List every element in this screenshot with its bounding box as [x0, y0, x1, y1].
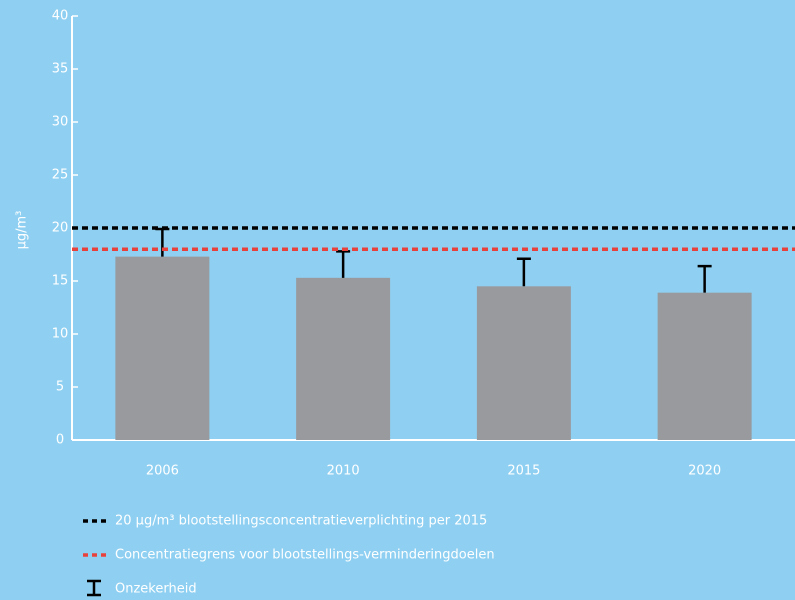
x-tick-label: 2006	[146, 464, 179, 479]
x-tick-label: 2015	[507, 464, 540, 479]
bar	[296, 277, 391, 440]
y-tick-label: 25	[52, 168, 69, 183]
x-tick-label: 2010	[327, 464, 360, 479]
error-bar	[336, 250, 351, 278]
legend-error-icon	[87, 579, 101, 597]
y-tick-label: 5	[56, 380, 64, 395]
legend-label: 20 µg/m³ blootstellingsconcentratieverpl…	[115, 514, 487, 529]
error-bar	[697, 264, 712, 293]
y-tick-label: 10	[52, 327, 69, 342]
bar	[115, 256, 210, 440]
y-tick-label: 30	[52, 115, 69, 130]
y-tick-label: 0	[56, 433, 64, 448]
y-tick-label: 20	[52, 221, 69, 236]
y-tick-label: 40	[52, 9, 69, 24]
y-axis-label: µg/m³	[15, 211, 30, 250]
x-tick-label: 2020	[688, 464, 721, 479]
y-tick-label: 35	[52, 62, 69, 77]
legend-label: Onzekerheid	[115, 582, 197, 597]
legend-label: Concentratiegrens voor blootstellings-ve…	[115, 548, 495, 563]
y-tick-label: 15	[52, 274, 69, 289]
bar	[476, 286, 571, 440]
error-bar	[516, 257, 531, 287]
bar	[657, 292, 752, 440]
